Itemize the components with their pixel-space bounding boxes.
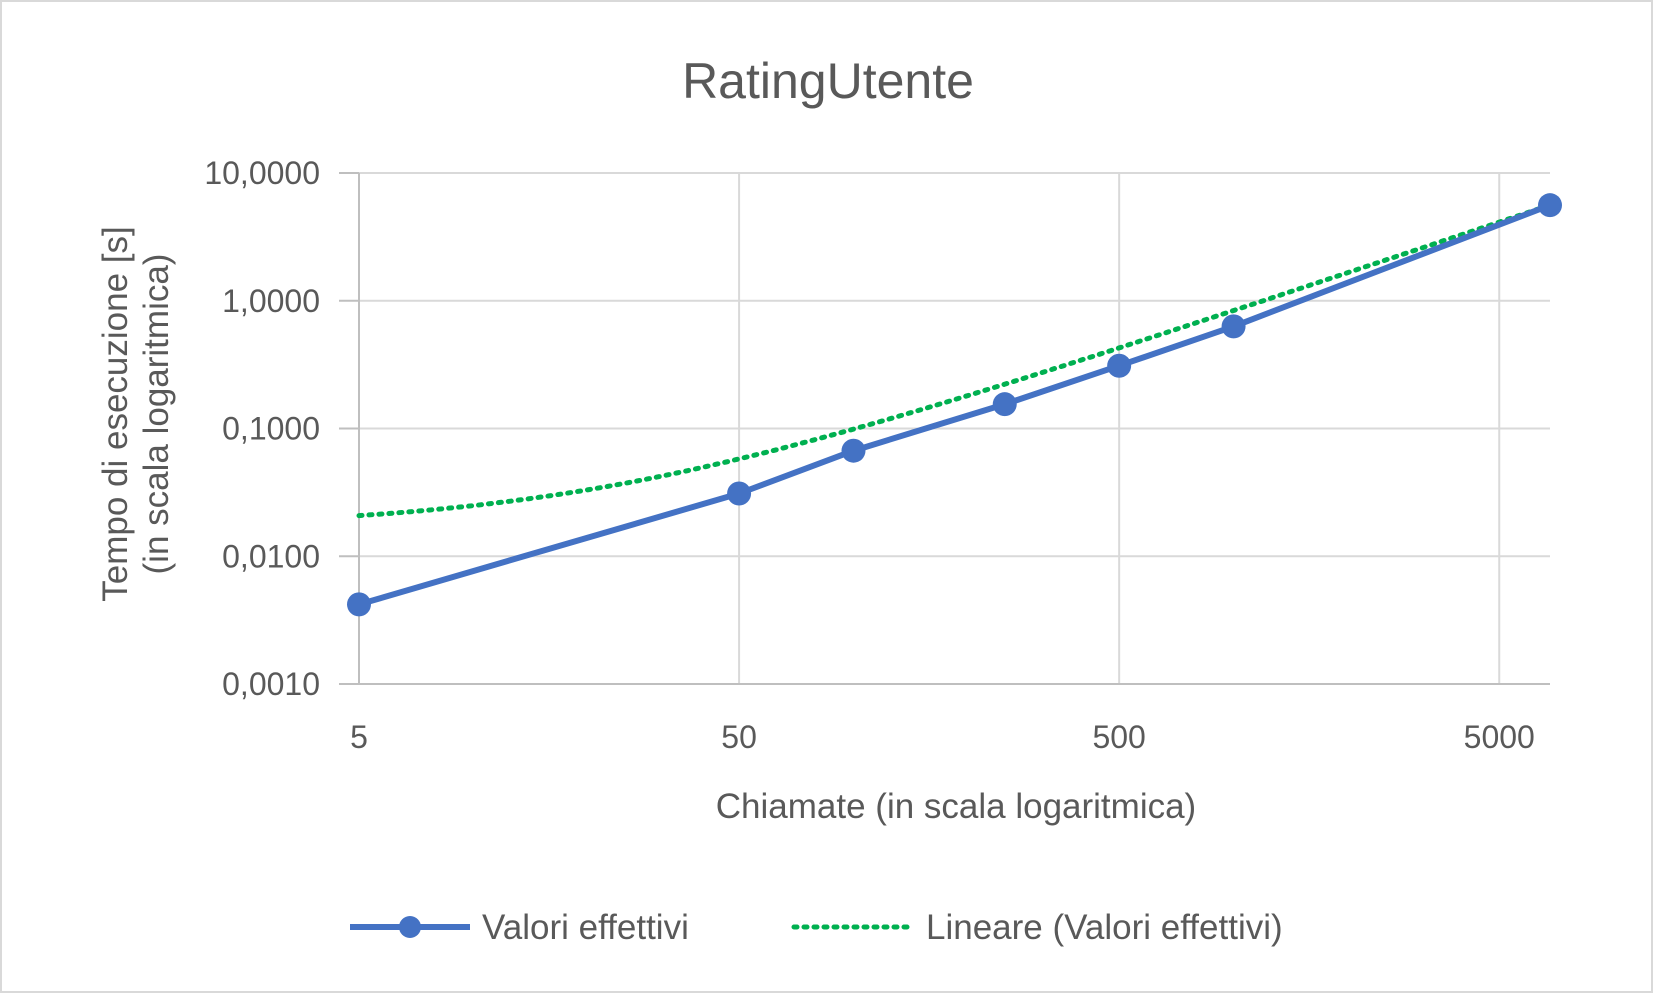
chart-title: RatingUtente	[682, 53, 974, 109]
x-tick-label: 5000	[1464, 719, 1535, 755]
legend-label-lineare: Lineare (Valori effettivi)	[926, 908, 1283, 947]
data-point-valori-effettivi	[727, 481, 752, 506]
y-tick-label: 10,0000	[204, 155, 320, 191]
x-tick-label: 50	[721, 719, 757, 755]
y-axis-title: Tempo di esecuzione [s] (in scala logari…	[96, 226, 176, 601]
x-axis-title: Chiamate (in scala logaritmica)	[716, 787, 1196, 826]
y-axis-title-line-2: (in scala logaritmica)	[137, 254, 176, 575]
y-tick-label: 0,0100	[222, 538, 320, 574]
data-point-valori-effettivi	[347, 592, 371, 617]
x-tick-label: 500	[1092, 719, 1145, 755]
data-point-valori-effettivi	[992, 392, 1017, 417]
series-line-lineare	[356, 202, 1553, 519]
data-point-valori-effettivi	[1107, 353, 1132, 378]
x-axis-ticks: 5 50 500 5000	[350, 719, 1535, 755]
x-tick-label: 5	[350, 719, 368, 755]
y-tick-label: 1,0000	[222, 283, 320, 319]
y-axis-ticks: 0,0010 0,0100 0,1000 1,0000 10,0000	[204, 155, 320, 702]
legend-label-valori-effettivi: Valori effettivi	[482, 908, 689, 947]
series-line-valori-effettivi	[356, 202, 1553, 608]
plot-series	[347, 193, 1562, 617]
gridlines	[359, 172, 1550, 684]
data-point-valori-effettivi	[1221, 314, 1246, 339]
legend-marker-valori-effettivi	[399, 916, 421, 938]
data-point-valori-effettivi	[841, 438, 866, 463]
y-axis-title-line-1: Tempo di esecuzione [s]	[96, 226, 135, 601]
y-tick-label: 0,0010	[222, 666, 320, 702]
y-tick-label: 0,1000	[222, 411, 320, 447]
data-point-valori-effettivi	[1538, 193, 1562, 218]
legend: Valori effettivi Lineare (Valori effetti…	[350, 908, 1283, 947]
